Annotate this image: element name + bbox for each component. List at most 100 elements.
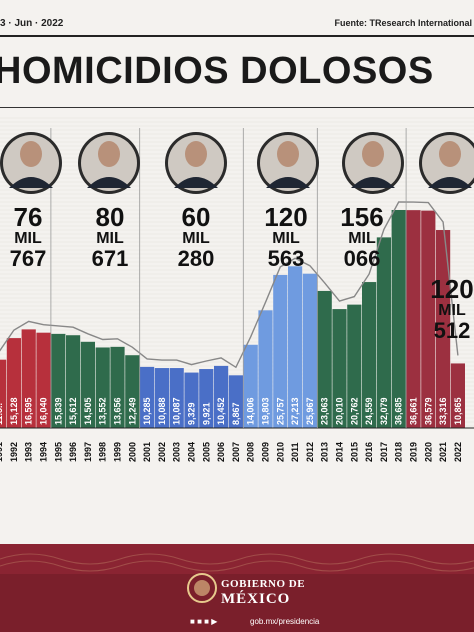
period-total-top-1: 76 [14, 202, 43, 232]
footer-url[interactable]: gob.mx/presidencia [250, 617, 320, 626]
period-total-bottom-1: 767 [10, 246, 47, 271]
year-label-2003: 2003 [172, 442, 182, 462]
year-label-2001: 2001 [142, 442, 152, 462]
value-label-2011: 27,213 [290, 397, 300, 425]
bar-2004 [184, 372, 199, 428]
value-label-2008: 14,006 [246, 397, 256, 425]
value-label-2007: 8,867 [231, 402, 241, 425]
year-label-1996: 1996 [68, 442, 78, 462]
portrait-suit-6 [428, 177, 472, 188]
year-label-2020: 2020 [423, 442, 433, 462]
value-label-2017: 32,079 [379, 397, 389, 425]
portrait-face-1 [20, 141, 42, 167]
period-total-mil-5: MIL [348, 230, 376, 247]
year-label-1993: 1993 [24, 442, 34, 462]
period-total-bottom-4: 563 [268, 246, 305, 271]
bar-1997 [80, 341, 95, 428]
year-label-2016: 2016 [364, 442, 374, 462]
social-icons: ■ ■ ■ ▶ [190, 617, 217, 626]
period-total-mil-1: MIL [14, 230, 42, 247]
portrait-face-2 [98, 141, 120, 167]
bar-2017 [376, 237, 391, 428]
portrait-suit-1 [9, 177, 53, 188]
year-label-2004: 2004 [187, 442, 197, 462]
bar-2018 [391, 210, 406, 428]
portrait-suit-3 [174, 177, 218, 188]
value-label-1994: 16,040 [39, 397, 49, 425]
value-label-2015: 20,762 [349, 397, 359, 425]
bar-1991 [0, 359, 7, 428]
bar-1995 [51, 333, 66, 428]
instagram-icon[interactable]: ■ [204, 617, 209, 626]
bar-2021 [436, 230, 451, 428]
bar-2019 [406, 210, 421, 428]
bar-1996 [66, 335, 81, 428]
bar-1999 [110, 346, 125, 428]
year-label-2007: 2007 [231, 442, 241, 462]
year-label-2022: 2022 [453, 442, 463, 462]
value-label-2021: 33,316 [438, 397, 448, 425]
year-label-2021: 2021 [438, 442, 448, 462]
portrait-face-6 [439, 141, 461, 167]
portrait-face-3 [185, 141, 207, 167]
value-label-2022: 10,865 [453, 397, 463, 425]
year-label-2009: 2009 [261, 442, 271, 462]
bar-2008 [243, 344, 258, 428]
gov-logo-line2: MÉXICO [221, 591, 291, 607]
value-label-2020: 36,579 [423, 397, 433, 425]
year-label-2013: 2013 [320, 442, 330, 462]
portrait-suit-4 [266, 177, 310, 188]
bar-2002 [154, 368, 169, 428]
value-label-2001: 10,285 [142, 397, 152, 425]
portrait-suit-2 [87, 177, 131, 188]
period-total-mil-3: MIL [182, 230, 210, 247]
gov-logo-line1: GOBIERNO DE [221, 578, 306, 590]
facebook-icon[interactable]: ■ [190, 617, 195, 626]
year-label-2010: 2010 [275, 442, 285, 462]
period-total-mil-6: MIL [438, 302, 466, 319]
bar-1993 [21, 329, 36, 428]
period-total-top-4: 120 [264, 202, 307, 232]
year-label-2015: 2015 [349, 442, 359, 462]
bar-2016 [362, 282, 377, 428]
year-label-2017: 2017 [379, 442, 389, 462]
year-label-2002: 2002 [157, 442, 167, 462]
year-label-1992: 1992 [9, 442, 19, 462]
year-label-2014: 2014 [335, 442, 345, 462]
value-label-2012: 25,967 [305, 397, 315, 425]
value-label-2002: 10,088 [157, 397, 167, 425]
period-total-top-2: 80 [96, 202, 125, 232]
bar-2010 [273, 274, 288, 428]
year-label-2005: 2005 [201, 442, 211, 462]
bar-1994 [36, 332, 51, 428]
year-label-2011: 2011 [290, 442, 300, 462]
portrait-face-5 [362, 141, 384, 167]
youtube-icon[interactable]: ▶ [211, 617, 218, 626]
bar-2000 [125, 355, 140, 428]
bar-2014 [332, 309, 347, 428]
value-label-2019: 36,661 [409, 397, 419, 425]
year-label-1995: 1995 [53, 442, 63, 462]
value-label-1996: 15,612 [68, 397, 78, 425]
value-label-1995: 15,839 [53, 397, 63, 425]
value-label-2004: 9,329 [187, 402, 197, 425]
bar-2015 [347, 304, 362, 428]
period-total-mil-4: MIL [272, 230, 300, 247]
value-label-1992: 15,128 [9, 397, 19, 425]
period-total-bottom-2: 671 [92, 246, 129, 271]
page-title: HOMICIDIOS DOLOSOS [0, 50, 434, 92]
bar-1998 [95, 347, 110, 428]
value-label-2014: 20,010 [335, 397, 345, 425]
year-label-1999: 1999 [113, 442, 123, 462]
period-total-bottom-5: 066 [344, 246, 381, 271]
value-label-1993: 16,595 [24, 397, 34, 425]
year-label-2006: 2006 [216, 442, 226, 462]
value-label-2005: 9,921 [201, 402, 211, 425]
value-label-2003: 10,087 [172, 397, 182, 425]
bar-2013 [317, 290, 332, 428]
bar-2022 [450, 363, 465, 428]
twitter-icon[interactable]: ■ [197, 617, 202, 626]
value-label-2006: 10,452 [216, 397, 226, 425]
year-label-1991: 1991 [0, 442, 4, 462]
portrait-face-4 [277, 141, 299, 167]
